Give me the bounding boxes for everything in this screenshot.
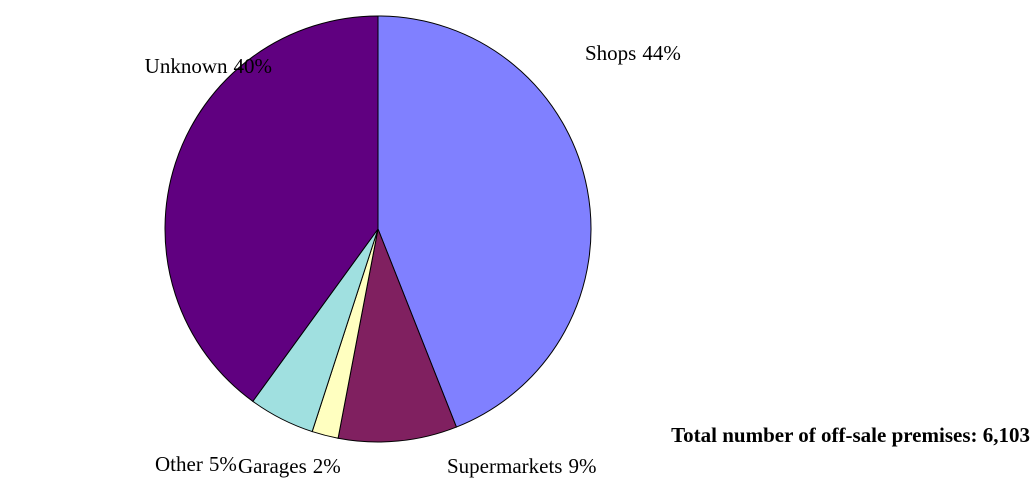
- slice-label: Garages 2%: [238, 454, 341, 478]
- value-label: 9%: [568, 454, 596, 478]
- category-name: Garages: [238, 454, 307, 478]
- category-name: Other: [155, 452, 203, 476]
- slice-label: Supermarkets 9%: [447, 454, 596, 478]
- slice-label: Unknown 40%: [145, 54, 272, 78]
- pie-slice: [337, 227, 458, 443]
- value-label: 2%: [313, 454, 341, 478]
- value-label: 5%: [209, 452, 237, 476]
- category-name: Unknown: [145, 54, 228, 78]
- category-name: Supermarkets: [447, 454, 562, 478]
- slice-label: Other 5%: [155, 452, 237, 476]
- value-label: 44%: [642, 41, 681, 65]
- pie-slice: [164, 15, 379, 403]
- pie-slice: [377, 15, 592, 428]
- category-name: Shops: [585, 41, 636, 65]
- value-label: 40%: [234, 54, 273, 78]
- slice-label: Shops 44%: [585, 41, 681, 65]
- annotation: Total number of off-sale premises: 6,103: [671, 423, 1030, 447]
